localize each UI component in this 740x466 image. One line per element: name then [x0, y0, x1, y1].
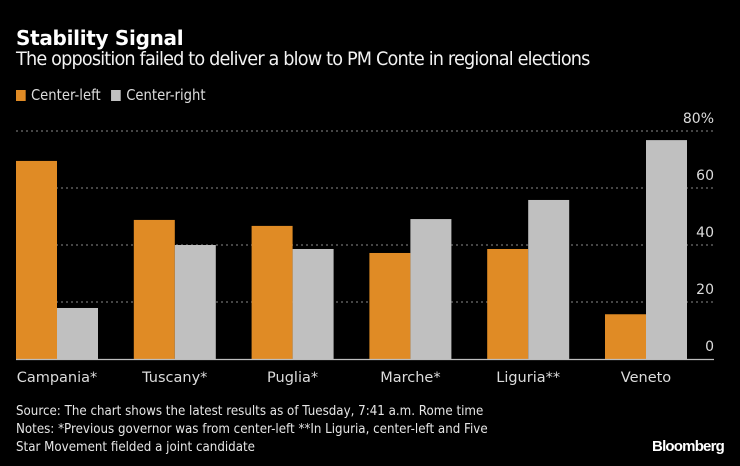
y-tick-label: 0	[705, 339, 714, 355]
y-tick-label: 80%	[683, 111, 714, 127]
chart-subtitle: The opposition failed to deliver a blow …	[16, 48, 590, 70]
bar-center-left	[251, 225, 293, 359]
bar-center-right	[292, 248, 334, 359]
bloomberg-logo: Bloomberg	[652, 438, 725, 455]
legend-item-center-left: Center-left	[16, 86, 101, 104]
category-label: Veneto	[621, 370, 672, 386]
bar-center-left	[487, 248, 529, 359]
category-label: Marche*	[380, 370, 440, 386]
bar-center-right	[57, 307, 98, 359]
bar-center-left	[133, 219, 175, 359]
category-label: Campania*	[17, 370, 98, 386]
bar-center-right	[174, 245, 216, 359]
gridlines	[16, 130, 714, 303]
y-tick-label: 20	[696, 282, 714, 298]
y-tick-label: 60	[696, 168, 714, 184]
y-tick-label: 40	[696, 225, 714, 241]
category-label: Puglia*	[267, 370, 318, 386]
bars	[16, 140, 687, 359]
category-labels: Campania* Tuscany* Puglia* Marche* Liguria**…	[17, 370, 672, 386]
bar-center-left	[605, 314, 646, 359]
source-note: Source: The chart shows the latest resul…	[16, 403, 484, 419]
legend-item-center-right: Center-right	[111, 86, 206, 104]
notes-line-2: Star Movement fielded a joint candidate	[16, 439, 255, 455]
bar-center-right	[410, 219, 452, 359]
y-axis-ticks: 0 20 40 60 80%	[683, 111, 714, 355]
legend-swatch-center-left	[16, 89, 26, 101]
legend-label-center-left: Center-left	[30, 86, 101, 104]
legend-label-center-right: Center-right	[126, 86, 206, 104]
bar-center-left	[16, 160, 57, 359]
bar-center-right	[528, 199, 570, 359]
chart-title: Stability Signal	[16, 26, 184, 50]
category-label: Tuscany*	[141, 370, 207, 386]
footnotes: Source: The chart shows the latest resul…	[16, 402, 488, 456]
legend: Center-left Center-right	[16, 86, 216, 104]
category-label: Liguria**	[496, 370, 560, 386]
notes-line-1: Notes: *Previous governor was from cente…	[16, 421, 488, 437]
bar-center-right	[646, 140, 687, 359]
bar-chart: 0 20 40 60 80% Campania* Tuscany* Puglia* March…	[16, 111, 714, 386]
bar-center-left	[369, 252, 411, 359]
legend-swatch-center-right	[111, 89, 121, 101]
